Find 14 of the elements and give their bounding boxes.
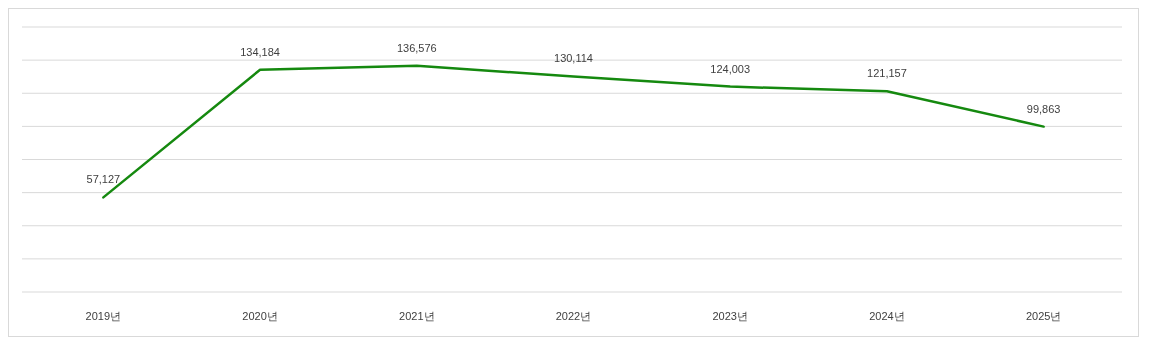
- data-label: 121,157: [867, 67, 907, 80]
- data-label: 134,184: [240, 45, 280, 58]
- data-label: 130,114: [554, 52, 593, 65]
- x-tick-label: 2023년: [712, 310, 748, 322]
- data-label: 99,863: [1026, 102, 1061, 115]
- x-tick-label: 2021년: [399, 310, 435, 322]
- x-tick-label: 2022년: [555, 310, 592, 322]
- data-label: 136,576: [396, 41, 437, 54]
- x-tick-label: 2025년: [1025, 310, 1062, 322]
- data-label: 124,003: [710, 62, 751, 75]
- x-tick-label: 2019년: [85, 310, 122, 322]
- data-label: 57,127: [86, 173, 121, 186]
- x-tick-label: 2020년: [242, 310, 278, 322]
- x-tick-label: 2024년: [869, 310, 905, 322]
